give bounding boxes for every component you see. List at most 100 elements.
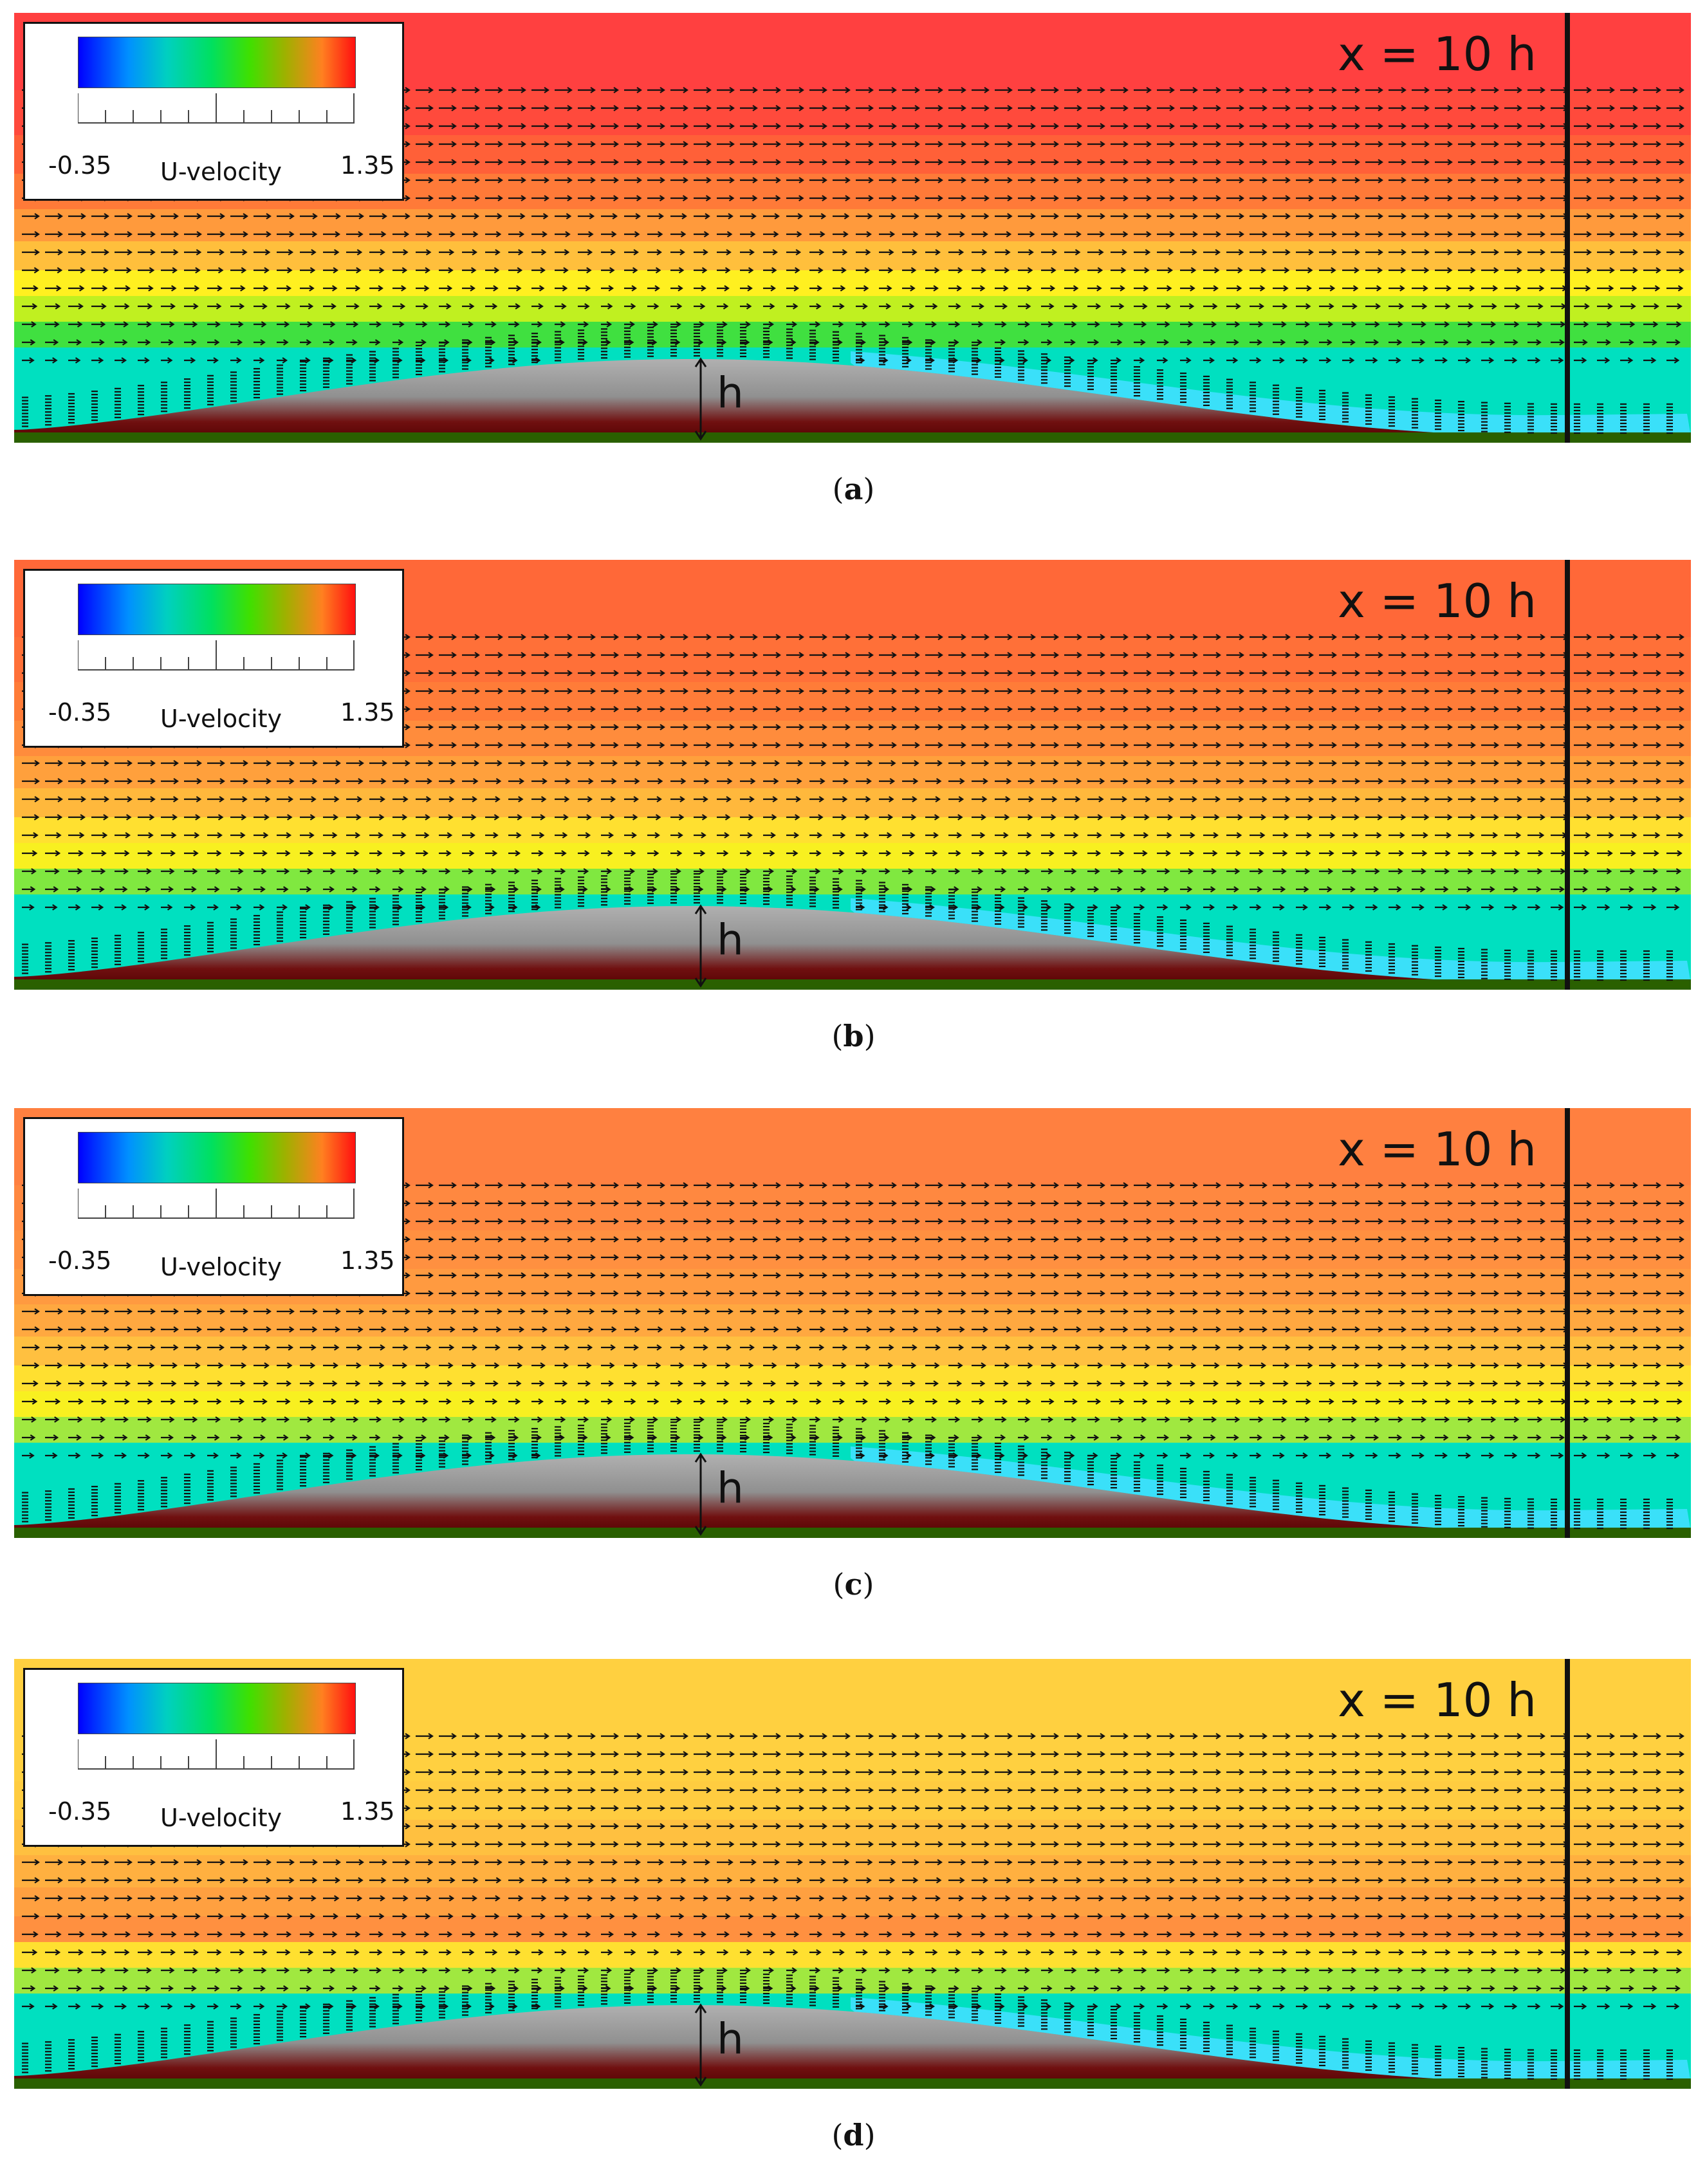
velocity-arrow <box>925 868 937 875</box>
velocity-arrow <box>601 652 619 658</box>
velocity-arrow <box>786 850 798 856</box>
velocity-arrow <box>833 1416 844 1423</box>
wake-region <box>851 1446 1691 1532</box>
velocity-arrow <box>856 213 873 219</box>
velocity-arrow <box>1018 832 1032 838</box>
velocity-arrow <box>694 1254 712 1261</box>
velocity-arrow <box>346 231 364 237</box>
velocity-arrow <box>1643 904 1657 911</box>
velocity-arrow <box>1643 267 1661 273</box>
velocity-arrow <box>1018 195 1036 201</box>
velocity-arrow <box>1296 850 1311 856</box>
velocity-arrow <box>68 285 85 292</box>
velocity-arrow <box>1018 1398 1031 1405</box>
velocity-arrow <box>972 868 984 875</box>
velocity-arrow <box>254 904 265 911</box>
velocity-arrow <box>1389 123 1407 129</box>
velocity-arrow <box>809 87 827 93</box>
velocity-arrow <box>925 159 943 165</box>
velocity-arrow <box>1389 778 1407 784</box>
velocity-arrow <box>578 742 596 748</box>
velocity-arrow <box>1226 778 1244 784</box>
velocity-arrow <box>1365 339 1379 346</box>
velocity-arrow <box>694 1272 712 1279</box>
velocity-arrow <box>254 886 266 893</box>
velocity-arrow <box>647 832 660 838</box>
velocity-arrow <box>115 1344 133 1351</box>
velocity-arrow <box>1134 778 1152 784</box>
velocity-arrow <box>392 868 405 875</box>
velocity-arrow <box>508 1182 526 1189</box>
velocity-arrow <box>68 868 83 875</box>
velocity-arrow <box>439 87 457 93</box>
caption-b: (b) <box>831 1019 876 1053</box>
velocity-arrow <box>670 1200 688 1207</box>
velocity-arrow <box>879 177 897 183</box>
velocity-arrow <box>485 303 498 310</box>
velocity-arrow <box>995 267 1010 273</box>
velocity-arrow <box>1458 339 1472 346</box>
velocity-arrow <box>1574 249 1592 255</box>
velocity-arrow <box>254 1326 272 1333</box>
velocity-arrow <box>22 904 35 911</box>
velocity-arrow <box>207 1308 225 1315</box>
velocity-arrow <box>508 706 526 712</box>
velocity-arrow <box>624 1308 641 1315</box>
velocity-arrow <box>1319 321 1334 328</box>
velocity-arrow <box>439 688 457 694</box>
velocity-arrow <box>1342 904 1355 911</box>
velocity-arrow <box>416 339 427 346</box>
velocity-arrow <box>1365 105 1383 111</box>
velocity-arrow <box>902 285 916 292</box>
velocity-arrow <box>392 285 407 292</box>
velocity-arrow <box>68 1416 83 1423</box>
velocity-arrow <box>1226 141 1244 147</box>
velocity-arrow <box>1620 213 1638 219</box>
velocity-arrow <box>717 652 735 658</box>
velocity-arrow <box>1134 177 1152 183</box>
velocity-arrow <box>948 1416 961 1423</box>
velocity-arrow <box>763 1380 777 1387</box>
velocity-arrow <box>694 778 710 784</box>
velocity-arrow <box>925 177 943 183</box>
velocity-arrow <box>1666 850 1683 856</box>
velocity-arrow <box>45 231 63 237</box>
velocity-arrow <box>1527 141 1546 147</box>
velocity-arrow <box>670 339 681 346</box>
velocity-arrow <box>763 249 779 255</box>
velocity-arrow <box>1087 634 1105 640</box>
velocity-arrow <box>439 868 451 875</box>
velocity-arrow <box>91 886 105 893</box>
velocity-arrow <box>1458 321 1473 328</box>
velocity-arrow <box>416 213 434 219</box>
velocity-arrow <box>462 652 480 658</box>
velocity-arrow <box>1087 141 1105 147</box>
velocity-arrow <box>115 832 131 838</box>
velocity-arrow <box>578 267 592 273</box>
velocity-arrow <box>555 1290 573 1297</box>
velocity-arrow <box>1504 634 1522 640</box>
velocity-arrow <box>508 177 526 183</box>
velocity-arrow <box>45 760 63 766</box>
velocity-arrow <box>555 652 573 658</box>
velocity-arrow <box>763 321 775 328</box>
velocity-arrow <box>22 832 39 838</box>
velocity-arrow <box>1064 850 1078 856</box>
velocity-arrow <box>833 1344 848 1351</box>
velocity-arrow <box>833 634 851 640</box>
velocity-arrow <box>207 814 224 820</box>
velocity-arrow <box>694 159 712 165</box>
velocity-arrow <box>91 832 108 838</box>
velocity-arrow <box>138 1344 156 1351</box>
velocity-arrow <box>1273 123 1291 129</box>
velocity-arrow <box>601 850 613 856</box>
velocity-arrow <box>1041 1380 1056 1387</box>
velocity-arrow <box>1087 339 1100 346</box>
velocity-arrow <box>1319 141 1337 147</box>
velocity-arrow <box>578 1362 592 1369</box>
velocity-arrow <box>300 1380 315 1387</box>
contour-band <box>14 209 1691 243</box>
velocity-arrow <box>1666 159 1684 165</box>
velocity-arrow <box>647 814 661 820</box>
velocity-arrow <box>439 652 457 658</box>
